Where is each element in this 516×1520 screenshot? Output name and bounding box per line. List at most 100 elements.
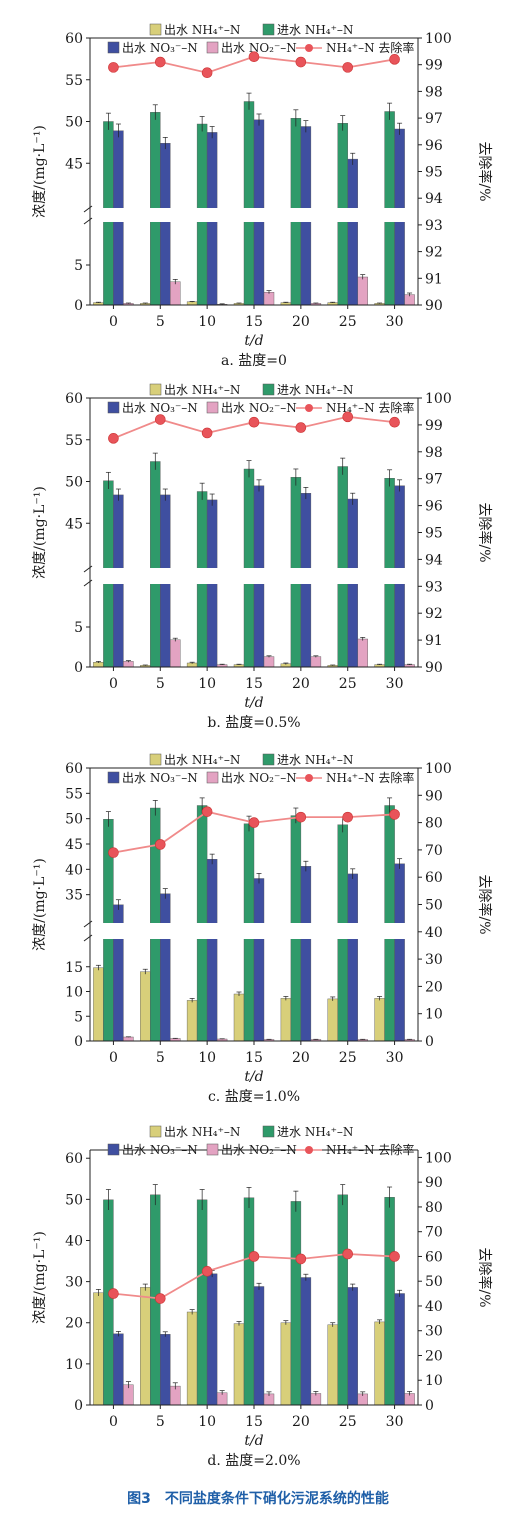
y-tick-label-40: 40 xyxy=(65,1233,83,1249)
y-axis-title: 浓度/(mg·L⁻¹) xyxy=(32,858,48,951)
bar-inf_nh4-10 xyxy=(196,1199,208,1406)
legend-swatch-eff_no3 xyxy=(107,771,120,784)
y2-tick-label-100: 100 xyxy=(425,31,452,47)
x-tick-label-0: 0 xyxy=(109,314,118,330)
bar-eff_no3-20 xyxy=(300,1277,312,1406)
legend-label-eff-no2: 出水 NO₂⁻–N xyxy=(221,1143,297,1157)
removal-point-20 xyxy=(295,422,307,433)
y-tick-label-60: 60 xyxy=(65,761,83,777)
y2-tick-label-93: 93 xyxy=(425,579,443,595)
x-tick-label-0: 0 xyxy=(109,1050,118,1066)
y2-tick-label-60: 60 xyxy=(425,1249,443,1265)
bar-inf_nh4-0 xyxy=(103,1199,114,1406)
bar-eff_nh4-0 xyxy=(93,967,104,1042)
x-tick-label-5: 5 xyxy=(156,1050,165,1066)
y2-tick-label-40: 40 xyxy=(425,1299,443,1315)
bar-eff_nh4-25 xyxy=(327,1324,338,1406)
legend-swatch-eff_no3 xyxy=(107,401,120,414)
y2-axis-title: 去除率/% xyxy=(476,1247,493,1307)
legend-swatch-eff_nh4 xyxy=(149,753,162,766)
x-tick-label-10: 10 xyxy=(198,1050,216,1066)
x-tick-label-10: 10 xyxy=(198,1414,216,1430)
legend-label-removal: NH₄⁺–N 去除率 xyxy=(326,770,414,785)
y2-tick-label-20: 20 xyxy=(425,979,443,995)
axis-break-mark-top xyxy=(83,205,93,213)
removal-point-25 xyxy=(342,811,354,823)
y-tick-label-45: 45 xyxy=(65,516,83,532)
removal-point-30 xyxy=(389,54,400,65)
legend-swatch-inf_nh4 xyxy=(262,1125,275,1138)
legend-label-inf-nh4: 进水 NH₄⁺–N xyxy=(277,383,353,397)
x-tick-label-20: 20 xyxy=(292,1050,310,1066)
legend-label-inf-nh4: 进水 NH₄⁺–N xyxy=(277,753,353,767)
bar-eff_no2-0 xyxy=(123,661,134,668)
bar-eff_no3-20 xyxy=(300,866,312,1042)
bar-eff_no3-25 xyxy=(347,873,358,1042)
x-tick-label-10: 10 xyxy=(198,676,216,692)
y2-tick-label-97: 97 xyxy=(425,472,443,488)
y2-tick-label-94: 94 xyxy=(425,191,443,207)
removal-point-5 xyxy=(154,414,166,425)
y2-tick-label-10: 10 xyxy=(425,1007,443,1023)
bar-eff_nh4-10 xyxy=(186,1000,198,1042)
y-tick-label-35: 35 xyxy=(65,888,83,904)
legend-label-removal: NH₄⁺–N 去除率 xyxy=(326,40,414,55)
legend-marker-removal xyxy=(305,1146,313,1154)
axis-break-mark-top xyxy=(83,920,93,928)
axis-break-band xyxy=(82,208,426,222)
y-axis-title: 浓度/(mg·L⁻¹) xyxy=(32,486,48,579)
y2-tick-label-90: 90 xyxy=(425,1175,443,1191)
legend-label-removal: NH₄⁺–N 去除率 xyxy=(326,1142,414,1157)
bar-inf_nh4-25 xyxy=(337,1194,348,1406)
legend-swatch-eff_nh4 xyxy=(149,23,162,36)
axis-break-band xyxy=(82,568,426,584)
y2-tick-label-50: 50 xyxy=(425,898,443,914)
bar-eff_no3-5 xyxy=(160,893,171,1042)
y-tick-label-50: 50 xyxy=(65,475,83,491)
x-tick-label-30: 30 xyxy=(386,676,404,692)
panel-subtitle: c. 盐度=1.0% xyxy=(208,1089,300,1105)
legend-swatch-eff_no3 xyxy=(107,1143,120,1156)
bar-eff_nh4-15 xyxy=(233,1323,245,1406)
axis-break-mark-bottom xyxy=(83,217,93,225)
x-tick-label-20: 20 xyxy=(292,676,310,692)
y-tick-label-0: 0 xyxy=(74,1034,83,1050)
x-tick-label-25: 25 xyxy=(339,314,357,330)
y2-tick-label-90: 90 xyxy=(425,660,443,676)
bar-eff_no3-30 xyxy=(394,1293,405,1406)
y-tick-label-10: 10 xyxy=(65,1357,83,1373)
y-tick-label-40: 40 xyxy=(65,862,83,878)
x-axis-title: t/d xyxy=(244,1433,263,1449)
bar-eff_no2-0 xyxy=(123,1036,134,1042)
bar-eff_no3-15 xyxy=(253,1286,265,1406)
y2-tick-label-70: 70 xyxy=(425,843,443,859)
x-tick-label-0: 0 xyxy=(109,676,118,692)
y2-tick-label-96: 96 xyxy=(425,499,443,515)
bar-inf_nh4-15 xyxy=(243,1197,255,1406)
bar-eff_no3-15 xyxy=(253,878,265,1042)
removal-point-20 xyxy=(295,56,307,68)
y-tick-label-5: 5 xyxy=(74,620,83,636)
y2-tick-label-95: 95 xyxy=(425,165,443,181)
y2-tick-label-90: 90 xyxy=(425,788,443,804)
legend-swatch-eff_no2 xyxy=(206,771,219,784)
legend-label-eff-no2: 出水 NO₂⁻–N xyxy=(221,401,297,415)
bar-eff_no3-10 xyxy=(206,1273,218,1406)
legend-label-eff-nh4: 出水 NH₄⁺–N xyxy=(164,23,240,37)
y2-axis-title: 去除率/% xyxy=(476,874,493,934)
legend-label-eff-no3: 出水 NO₃⁻–N xyxy=(122,41,198,55)
y-tick-label-45: 45 xyxy=(65,837,83,853)
y2-tick-label-90: 90 xyxy=(425,298,443,314)
removal-point-15 xyxy=(248,1251,260,1262)
removal-point-5 xyxy=(154,839,166,850)
removal-point-0 xyxy=(108,433,119,444)
legend-swatch-inf_nh4 xyxy=(262,753,275,766)
bar-eff_nh4-30 xyxy=(374,1321,385,1406)
y2-tick-label-100: 100 xyxy=(425,391,452,407)
axis-break-mark-bottom xyxy=(83,579,93,587)
y2-tick-label-92: 92 xyxy=(425,245,443,261)
y2-tick-label-80: 80 xyxy=(425,1200,443,1216)
y2-tick-label-80: 80 xyxy=(425,816,443,832)
x-tick-label-5: 5 xyxy=(156,1414,165,1430)
